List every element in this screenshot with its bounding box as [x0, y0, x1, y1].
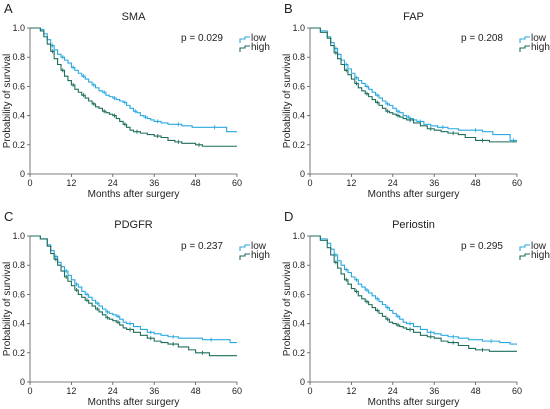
- x-tick-label: 60: [232, 178, 242, 188]
- x-tick-label: 48: [191, 178, 201, 188]
- legend-swatch-high: [239, 45, 250, 52]
- y-tick-label: 1.0: [12, 231, 25, 241]
- series-line-high: [310, 27, 517, 143]
- legend-label-high: high: [251, 250, 270, 261]
- y-tick-label: 0.8: [292, 260, 305, 270]
- y-axis-label: Probability of survival: [282, 54, 293, 148]
- series-line-low: [310, 235, 517, 345]
- legend-label-low: low: [531, 241, 547, 252]
- y-tick-label: 0.6: [292, 81, 305, 91]
- x-axis-label: Months after surgery: [88, 189, 180, 200]
- x-tick-label: 48: [191, 386, 201, 396]
- x-tick-label: 24: [108, 178, 118, 188]
- legend-swatch-low: [239, 244, 250, 251]
- y-tick-label: 0.8: [12, 52, 25, 62]
- series-line-high: [310, 235, 517, 352]
- y-axis-label: Probability of survival: [282, 262, 293, 356]
- legend-swatch-low: [519, 36, 530, 43]
- x-tick-label: 60: [512, 386, 522, 396]
- panel-letter: C: [4, 209, 13, 224]
- legend-label-high: high: [531, 250, 550, 261]
- legend-swatch-low: [519, 244, 530, 251]
- p-value-annotation: p = 0.237: [181, 241, 223, 252]
- x-tick-label: 48: [471, 178, 481, 188]
- panel-letter: A: [4, 1, 13, 16]
- y-tick-label: 0.4: [292, 111, 305, 121]
- y-tick-label: 0.4: [12, 111, 25, 121]
- p-value-annotation: p = 0.295: [461, 241, 503, 252]
- series-line-high: [30, 27, 237, 147]
- series-line-low: [30, 27, 237, 133]
- x-tick-label: 60: [232, 386, 242, 396]
- panel-title: PDGFR: [114, 219, 153, 231]
- legend-swatch-high: [519, 253, 530, 260]
- y-tick-label: 1.0: [292, 23, 305, 33]
- y-axis-label: Probability of survival: [2, 54, 13, 148]
- legend-label-low: low: [251, 241, 267, 252]
- panel-c: C PDGFR 0 0.2 0.4 0.6 0.8 1.0 0 12 24 36 48 60 Months …: [2, 209, 270, 408]
- x-tick-label: 36: [429, 178, 439, 188]
- p-value-annotation: p = 0.029: [181, 33, 223, 44]
- legend-label-high: high: [531, 42, 550, 53]
- y-axis-label: Probability of survival: [2, 262, 13, 356]
- y-tick-label: 1.0: [292, 231, 305, 241]
- y-tick-label: 0.2: [12, 140, 25, 150]
- y-tick-label: 0.6: [292, 289, 305, 299]
- y-tick-label: 0.4: [12, 319, 25, 329]
- panel-d: D Periostin 0 0.2 0.4 0.6 0.8 1.0 0 12 24 36 48 60 Mon…: [282, 209, 550, 408]
- x-tick-label: 12: [66, 386, 76, 396]
- x-tick-label: 0: [307, 178, 312, 188]
- y-tick-label: 0: [300, 169, 305, 179]
- y-tick-label: 0.2: [292, 348, 305, 358]
- y-tick-label: 0.4: [292, 319, 305, 329]
- y-tick-label: 0.8: [292, 52, 305, 62]
- series-line-high: [30, 235, 237, 357]
- x-tick-label: 24: [388, 386, 398, 396]
- y-tick-label: 0: [300, 377, 305, 387]
- y-tick-label: 0.2: [12, 348, 25, 358]
- x-tick-label: 36: [429, 386, 439, 396]
- x-tick-label: 12: [66, 178, 76, 188]
- x-tick-label: 24: [108, 386, 118, 396]
- x-tick-label: 36: [149, 178, 159, 188]
- panel-title: FAP: [403, 11, 424, 23]
- legend-swatch-high: [239, 253, 250, 260]
- panel-letter: D: [284, 209, 293, 224]
- legend-label-low: low: [251, 33, 267, 44]
- panel-title: SMA: [122, 11, 147, 23]
- panel-title: Periostin: [392, 219, 435, 231]
- y-tick-label: 1.0: [12, 23, 25, 33]
- x-tick-label: 12: [346, 386, 356, 396]
- legend-label-low: low: [531, 33, 547, 44]
- legend-label-high: high: [251, 42, 270, 53]
- p-value-annotation: p = 0.208: [461, 33, 503, 44]
- x-axis-label: Months after surgery: [88, 397, 180, 408]
- x-tick-label: 12: [346, 178, 356, 188]
- x-axis-label: Months after surgery: [368, 397, 460, 408]
- y-tick-label: 0.2: [292, 140, 305, 150]
- x-tick-label: 60: [512, 178, 522, 188]
- x-tick-label: 0: [27, 178, 32, 188]
- x-tick-label: 48: [471, 386, 481, 396]
- panel-a: A SMA 0 0.2 0.4 0.6 0.8 1.0 0 12 24 36 48 60 Months af…: [2, 1, 270, 200]
- legend-swatch-high: [519, 45, 530, 52]
- x-axis-label: Months after surgery: [368, 189, 460, 200]
- panel-b: B FAP 0 0.2 0.4 0.6 0.8 1.0 0 12 24 36 48 60 Months af…: [282, 1, 550, 200]
- y-tick-label: 0: [20, 169, 25, 179]
- y-tick-label: 0.8: [12, 260, 25, 270]
- legend-swatch-low: [239, 36, 250, 43]
- x-tick-label: 0: [27, 386, 32, 396]
- x-tick-label: 24: [388, 178, 398, 188]
- y-tick-label: 0.6: [12, 289, 25, 299]
- series-line-low: [310, 27, 517, 141]
- y-tick-label: 0.6: [12, 81, 25, 91]
- x-tick-label: 0: [307, 386, 312, 396]
- panel-letter: B: [284, 1, 293, 16]
- x-tick-label: 36: [149, 386, 159, 396]
- y-tick-label: 0: [20, 377, 25, 387]
